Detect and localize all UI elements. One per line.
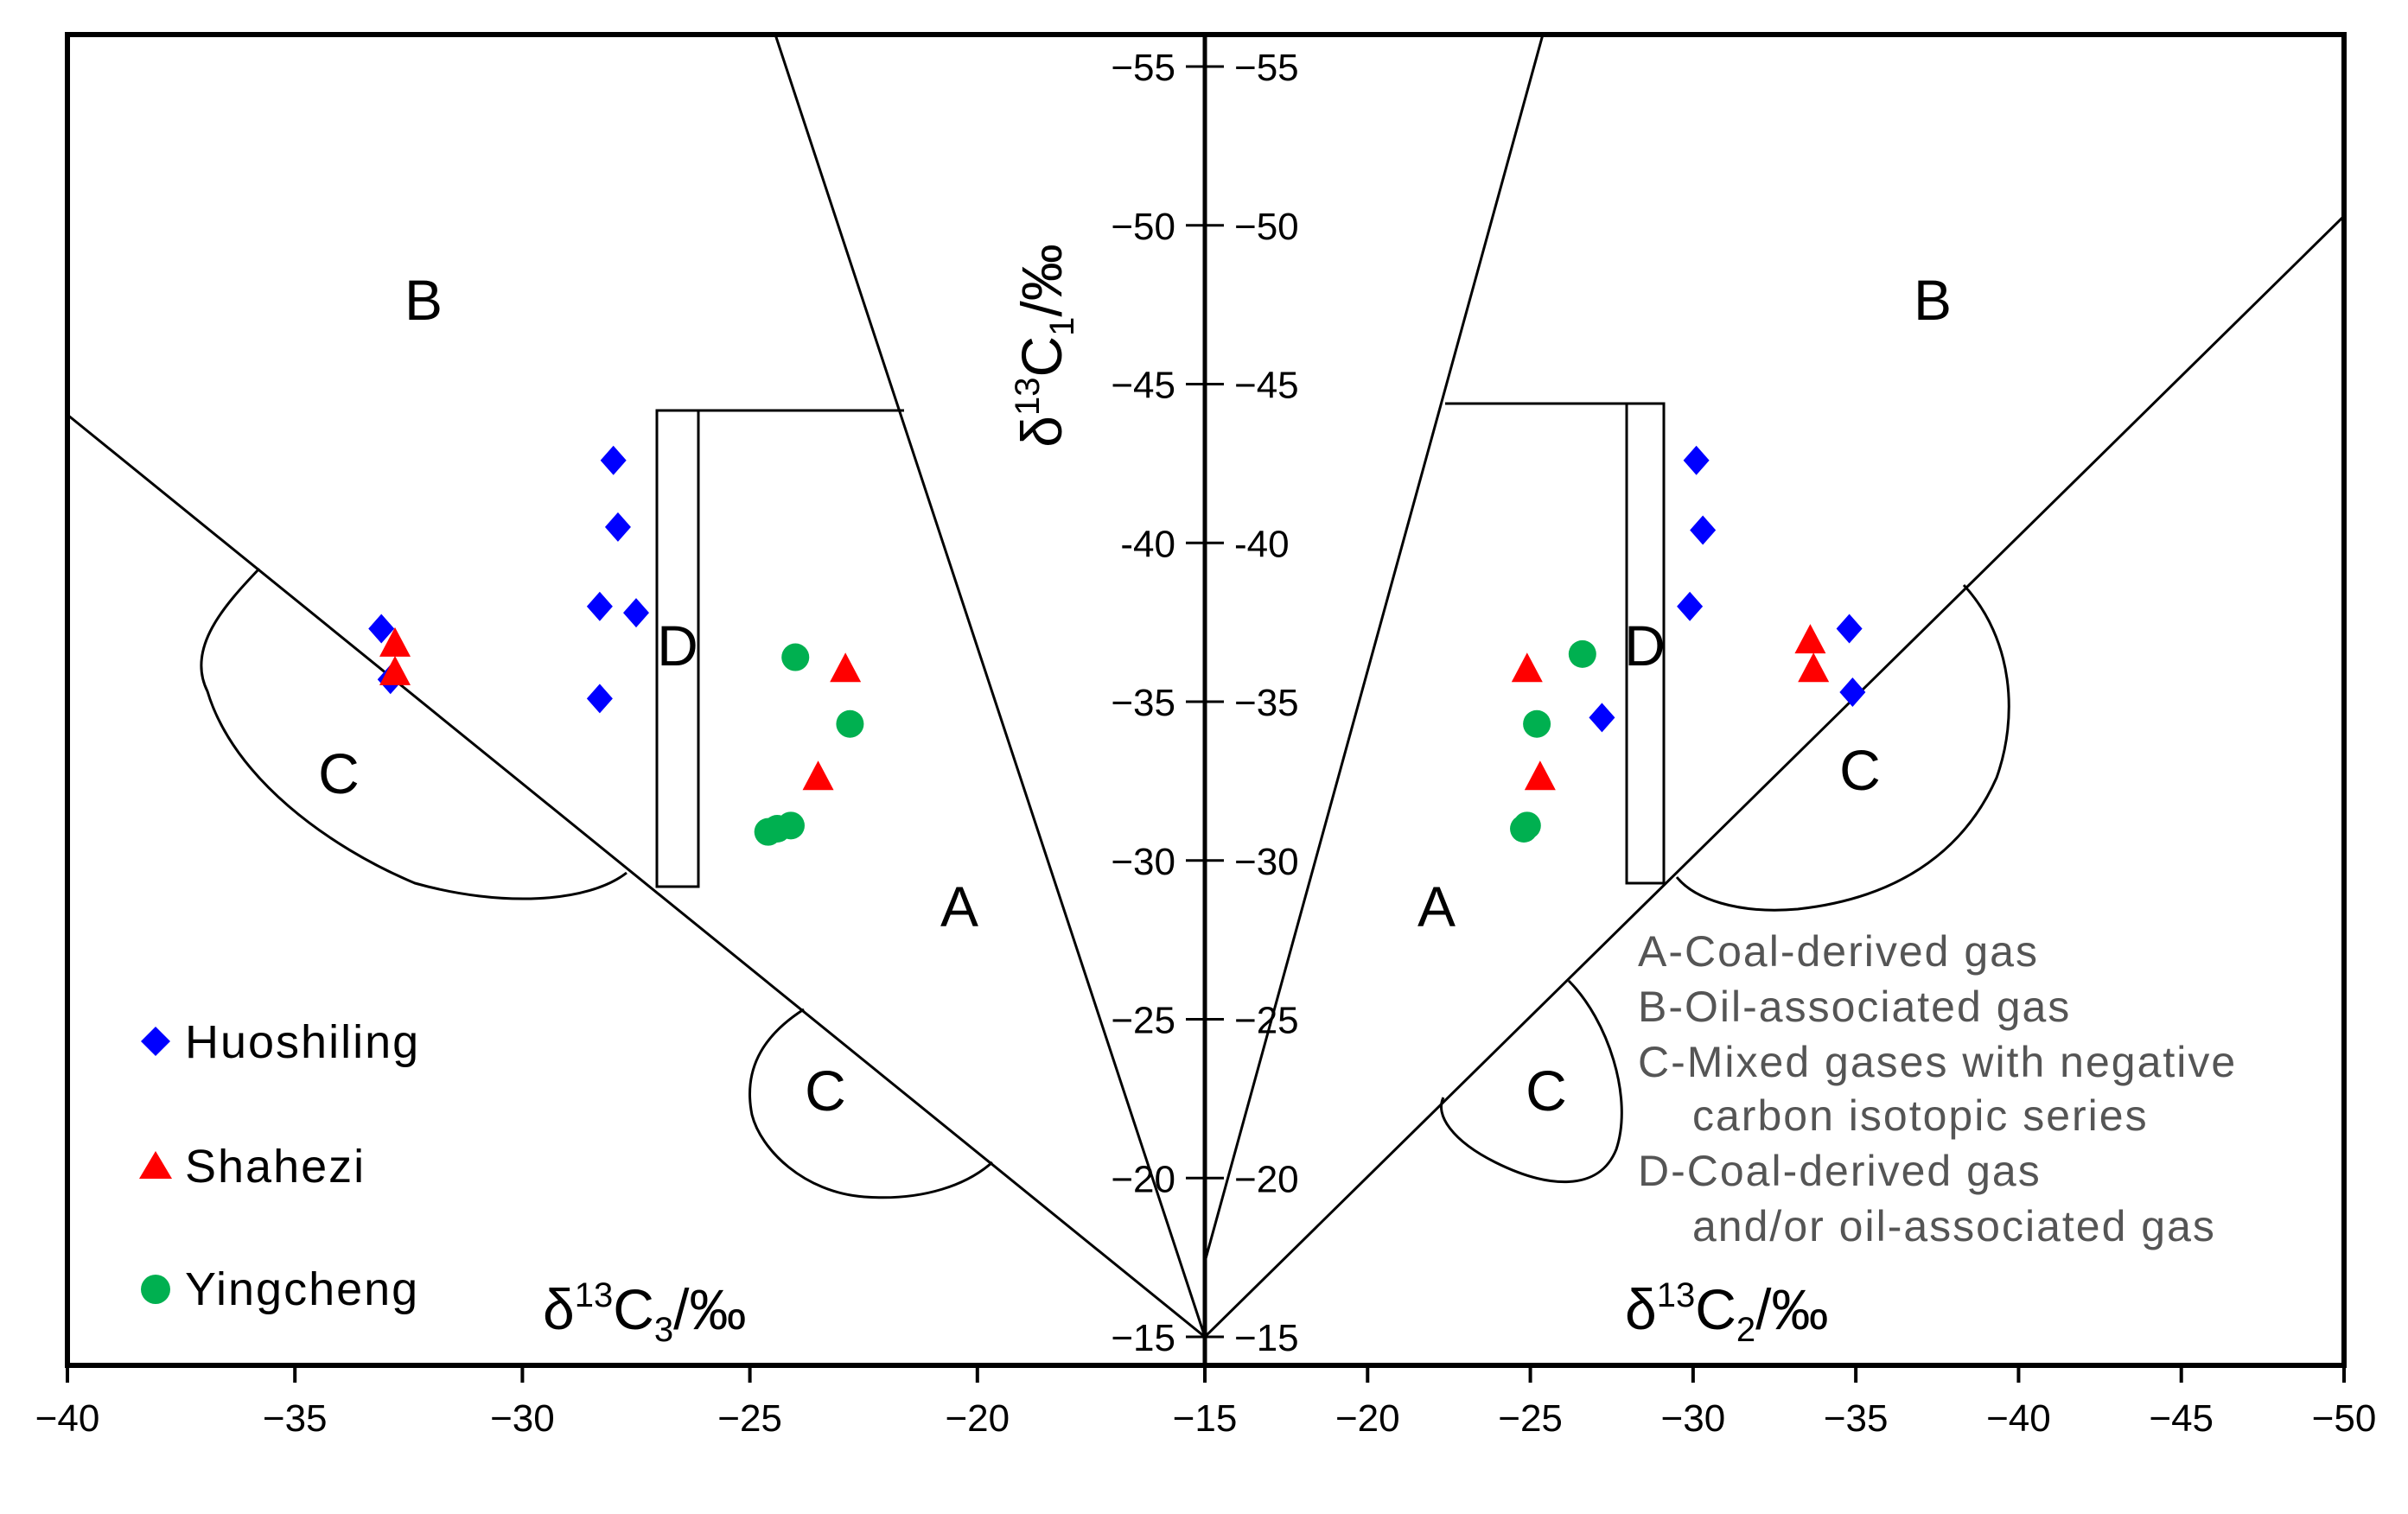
left-x-tick-label: −35 <box>263 1397 328 1440</box>
left-point-shahezi <box>379 627 411 657</box>
left-point-yingcheng <box>776 811 805 840</box>
zone-a-left: A <box>940 875 978 938</box>
left-x-tick-label: −30 <box>490 1397 555 1440</box>
left-x-tick-label: −40 <box>35 1397 100 1440</box>
right-divider-line <box>1203 214 2346 1339</box>
right-x-tick-label: −45 <box>2149 1397 2214 1440</box>
right-point-huoshiling <box>1683 445 1710 475</box>
legend-label-shahezi: Shahezi <box>185 1141 366 1193</box>
y-tick-label-right: −20 <box>1234 1158 1299 1200</box>
y-tick-label-right: -40 <box>1234 523 1290 565</box>
zone-b-left: B <box>405 268 443 332</box>
left-point-huoshiling <box>586 591 613 621</box>
right-point-huoshiling <box>1690 515 1717 545</box>
zone-c-right-lower: C <box>1526 1059 1567 1123</box>
left-point-huoshiling <box>368 614 395 644</box>
right-upper-line <box>1203 34 1545 1263</box>
y-tick-label-right: −50 <box>1234 206 1299 248</box>
y-axis-ticks: −55 −55 −50 −50 −45 −45 -40 -40 −35 −35 −30 −30 −25 −… <box>1111 47 1298 1359</box>
right-x-tick-label: −30 <box>1661 1397 1726 1440</box>
zone-d-left: D <box>657 614 698 677</box>
y-tick-label-left: −20 <box>1111 1158 1175 1200</box>
zone-d-right: D <box>1624 614 1666 677</box>
y-tick-label-right: −55 <box>1234 47 1299 89</box>
right-point-huoshiling <box>1677 591 1704 621</box>
y-tick-label-left: −25 <box>1111 1000 1175 1042</box>
legend-label-yingcheng: Yingcheng <box>185 1263 419 1315</box>
left-point-yingcheng <box>836 709 864 738</box>
note-d: D-Coal-derived gas <box>1638 1147 2042 1195</box>
y-tick-label-right: −45 <box>1234 365 1299 407</box>
right-x-tick-label: −50 <box>2312 1397 2377 1440</box>
zone-b-right: B <box>1914 268 1952 332</box>
note-c-continued: carbon isotopic series <box>1692 1091 2149 1140</box>
zone-c-left-upper: C <box>318 741 360 805</box>
y-tick-label-left: −50 <box>1111 206 1175 248</box>
y-tick-label-left: −35 <box>1111 682 1175 724</box>
right-d-box <box>1445 402 1666 885</box>
right-point-huoshiling <box>1839 677 1866 707</box>
y-tick-label-left: -40 <box>1120 523 1175 565</box>
left-x-tick-label: −15 <box>1173 1397 1238 1440</box>
zone-a-right: A <box>1417 875 1456 938</box>
left-c-region-lower <box>749 1008 993 1199</box>
y-tick-label-left: −15 <box>1111 1317 1175 1359</box>
left-d-box <box>655 409 904 888</box>
y-tick-label-left: −30 <box>1111 841 1175 883</box>
right-x-tick-label: −35 <box>1824 1397 1889 1440</box>
right-point-yingcheng <box>1513 811 1541 840</box>
left-point-yingcheng <box>781 643 810 671</box>
note-d-continued: and/or oil-associated gas <box>1692 1202 2216 1250</box>
y-tick-label-left: −55 <box>1111 47 1175 89</box>
right-x-tick-label: −25 <box>1498 1397 1563 1440</box>
right-point-huoshiling <box>1589 703 1615 733</box>
right-point-shahezi <box>1524 760 1556 791</box>
legend-marker-yingcheng <box>141 1275 170 1304</box>
left-point-shahezi <box>802 760 834 791</box>
y-tick-label-right: −35 <box>1234 682 1299 724</box>
legend-marker-shahezi <box>139 1151 172 1179</box>
right-point-shahezi <box>1794 624 1826 654</box>
zone-notes: A-Coal-derived gas B-Oil-associated gas … <box>1638 927 2237 1250</box>
y-axis-label: δ13C1/‰ <box>1009 244 1081 448</box>
y-tick-label-right: −25 <box>1234 1000 1299 1042</box>
left-c-region-upper <box>200 567 627 900</box>
zone-c-right-upper: C <box>1839 738 1881 802</box>
right-point-shahezi <box>1798 652 1830 683</box>
y-tick-label-left: −45 <box>1111 365 1175 407</box>
note-a: A-Coal-derived gas <box>1638 927 2039 976</box>
zone-c-left-lower: C <box>805 1059 846 1123</box>
right-point-huoshiling <box>1836 614 1863 644</box>
right-x-tick-label: −40 <box>1986 1397 2051 1440</box>
legend: Huoshiling Shahezi Yingcheng <box>139 1016 420 1315</box>
left-point-shahezi <box>379 655 411 685</box>
left-point-huoshiling <box>600 445 627 475</box>
right-x-tick-label: −20 <box>1335 1397 1400 1440</box>
zone-labels: B B A A C C C C D D <box>318 268 1952 1123</box>
left-point-huoshiling <box>586 684 613 714</box>
x-axis-label-left: δ13C3/‰ <box>543 1276 747 1349</box>
left-divider-line <box>67 413 1206 1339</box>
x-axis-ticks: −40 −35 −30 −25 −20 −15 −20 −25 −30 −35 −40 −45 −50 <box>35 1365 2377 1440</box>
left-upper-line <box>774 34 1207 1338</box>
left-x-tick-label: −25 <box>717 1397 782 1440</box>
left-x-tick-label: −20 <box>945 1397 1010 1440</box>
legend-label-huoshiling: Huoshiling <box>185 1016 420 1068</box>
left-point-huoshiling <box>623 598 649 628</box>
data-points <box>368 445 1866 846</box>
note-b: B-Oil-associated gas <box>1638 983 2071 1031</box>
right-point-yingcheng <box>1523 709 1551 738</box>
left-point-shahezi <box>830 652 862 683</box>
right-c-region-lower <box>1440 979 1623 1183</box>
right-point-shahezi <box>1511 652 1543 683</box>
right-point-yingcheng <box>1568 639 1596 668</box>
note-c: C-Mixed gases with negative <box>1638 1038 2237 1086</box>
y-tick-label-right: −30 <box>1234 841 1299 883</box>
y-tick-label-right: −15 <box>1234 1317 1299 1359</box>
right-c-region-upper <box>1675 583 2010 912</box>
x-axis-label-right: δ13C2/‰ <box>1625 1276 1829 1349</box>
left-point-huoshiling <box>604 512 631 542</box>
legend-marker-huoshiling <box>141 1027 170 1056</box>
